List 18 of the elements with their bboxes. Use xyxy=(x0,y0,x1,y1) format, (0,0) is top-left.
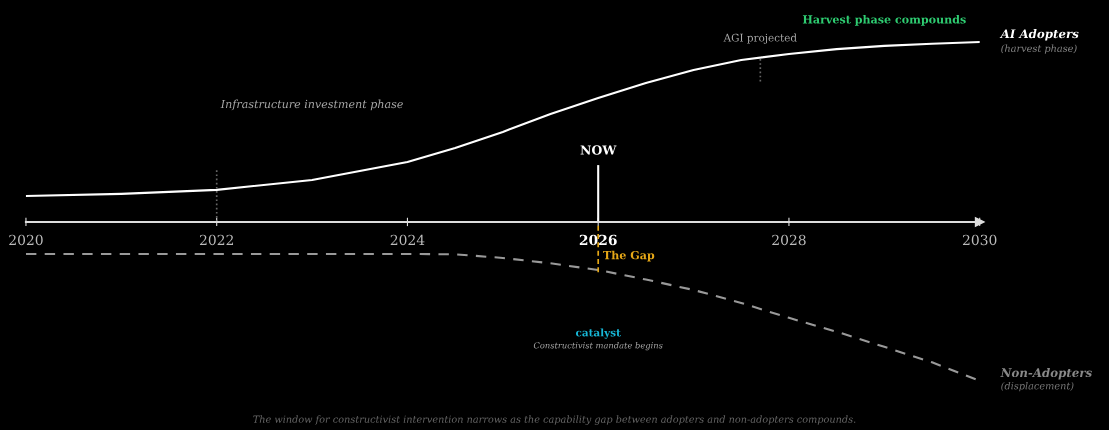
annotation: Infrastructure investment phase xyxy=(220,99,403,111)
x-tick-label: 2024 xyxy=(390,234,425,246)
text: (harvest phase) xyxy=(1001,44,1077,54)
series-label: AI Adopters xyxy=(999,29,1079,41)
x-tick-label: 2026 xyxy=(579,234,617,246)
text: Harvest phase compounds xyxy=(802,14,966,26)
x-tick-label: 2030 xyxy=(962,234,997,246)
x-tick-label: 2022 xyxy=(199,234,234,246)
text: The window for constructivist intervention narrows as the capability gap between adopters and non-adopters compounds. xyxy=(253,415,856,425)
series-label: Non-Adopters xyxy=(1000,367,1092,380)
annotation: Constructivist mandate begins xyxy=(533,342,663,351)
ref-line-label: NOW xyxy=(580,145,617,155)
annotation: catalyst xyxy=(575,328,621,339)
x-tick-label: 2028 xyxy=(772,234,806,246)
ref-line-label: AGI projected xyxy=(723,33,797,44)
x-tick-label: 2020 xyxy=(9,234,43,246)
ref-line-label: The Gap xyxy=(603,250,655,262)
text: (displacement) xyxy=(1001,381,1074,392)
